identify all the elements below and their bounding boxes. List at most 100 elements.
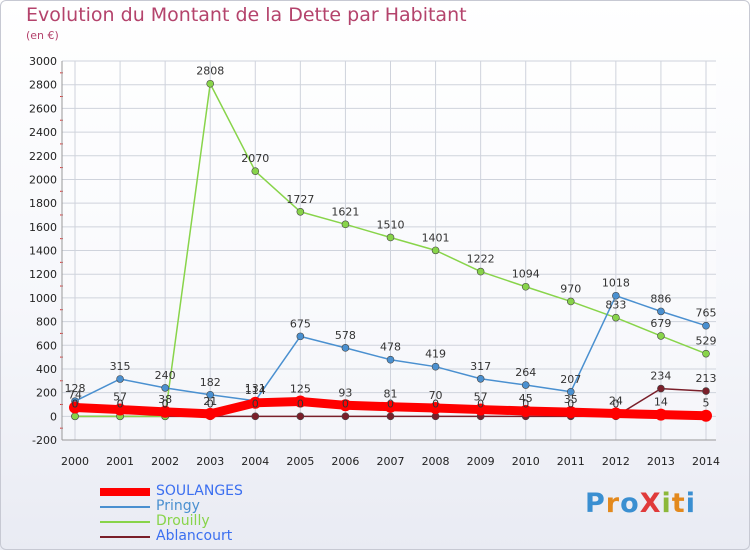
data-point [251, 412, 260, 421]
data-label: 24 [609, 394, 623, 407]
data-label: 970 [560, 282, 581, 295]
data-point [341, 220, 350, 229]
data-label: 21 [203, 395, 217, 408]
data-point [386, 233, 395, 242]
data-point [519, 404, 532, 417]
data-label: 0 [72, 397, 79, 410]
x-tick-label: 2002 [151, 455, 179, 468]
y-tick-label: 2000 [29, 173, 57, 186]
data-label: 886 [650, 292, 671, 305]
data-point [384, 400, 397, 413]
data-point [566, 297, 575, 306]
data-label: 0 [567, 397, 574, 410]
data-label: 0 [297, 397, 304, 410]
data-label: 2808 [196, 65, 224, 78]
data-label: 0 [162, 397, 169, 410]
data-label: 114 [245, 384, 266, 397]
data-point [159, 405, 172, 418]
data-point [476, 374, 485, 383]
data-point [702, 387, 710, 395]
chart-legend: SOULANGES Pringy Drouilly Ablancourt [100, 484, 243, 544]
data-label: 0 [522, 397, 529, 410]
data-point [251, 167, 260, 175]
data-point [431, 362, 440, 371]
x-tick-label: 2007 [377, 455, 405, 468]
data-point [431, 246, 440, 255]
y-tick-label: 2600 [29, 102, 57, 115]
data-label: 765 [696, 307, 717, 320]
data-label: 1621 [331, 205, 359, 218]
data-point [161, 384, 169, 392]
data-label: 0 [162, 397, 169, 410]
data-label: 125 [290, 383, 311, 396]
data-label: 679 [650, 317, 671, 330]
y-tick-label: 2200 [29, 150, 57, 163]
data-label: 240 [155, 369, 176, 382]
data-point [564, 406, 577, 419]
legend-swatch [100, 535, 150, 538]
data-label: 45 [519, 392, 533, 405]
data-label: 1401 [422, 231, 450, 244]
data-label: 1094 [512, 268, 540, 281]
data-label: 264 [515, 366, 536, 379]
data-label: 1018 [602, 277, 630, 290]
legend-label: SOULANGES [156, 483, 243, 499]
data-point [71, 412, 79, 421]
data-label: 213 [696, 372, 717, 385]
data-label: 128 [65, 382, 86, 395]
data-point [386, 412, 395, 421]
data-point [296, 332, 305, 341]
data-label: 182 [200, 376, 221, 389]
data-label: 1510 [377, 218, 405, 231]
data-label: 833 [605, 299, 626, 312]
x-tick-label: 2008 [422, 455, 450, 468]
data-point [521, 282, 530, 291]
x-tick-label: 2011 [557, 455, 585, 468]
data-point [476, 267, 485, 276]
data-label: 0 [72, 397, 79, 410]
data-point [474, 403, 487, 416]
legend-entry-drouilly: Drouilly [100, 514, 243, 529]
legend-label: Ablancourt [156, 528, 233, 544]
data-label: 74 [68, 389, 82, 402]
data-label: 578 [335, 329, 356, 342]
y-tick-label: 2400 [29, 126, 57, 139]
data-label: 93 [338, 386, 352, 399]
data-point [386, 355, 395, 364]
data-point [341, 344, 350, 352]
data-point [294, 395, 307, 408]
data-label: 0 [612, 397, 619, 410]
legend-label: Drouilly [156, 513, 210, 529]
x-tick-label: 2009 [467, 455, 495, 468]
data-label: 131 [245, 382, 266, 395]
data-label: 0 [252, 397, 259, 410]
data-point [296, 412, 305, 421]
proxiti-logo: ProXiti [585, 488, 696, 519]
data-point [702, 349, 710, 358]
legend-swatch [100, 505, 150, 508]
data-label: 0 [342, 397, 349, 410]
y-tick-label: 400 [36, 363, 57, 376]
data-point [206, 390, 215, 399]
data-label: 317 [470, 360, 491, 373]
data-point [657, 307, 665, 316]
x-tick-label: 2000 [61, 455, 89, 468]
data-label: 478 [380, 341, 401, 354]
legend-entry-ablancourt: Ablancourt [100, 529, 243, 544]
data-label: 315 [110, 360, 131, 373]
data-label: 57 [113, 391, 127, 404]
legend-label: Pringy [156, 498, 200, 514]
legend-entry-pringy: Pringy [100, 499, 243, 514]
data-point [657, 384, 665, 393]
x-tick-label: 2012 [602, 455, 630, 468]
data-point [341, 412, 350, 421]
data-label: 57 [474, 391, 488, 404]
data-label: 5 [703, 397, 710, 410]
data-label: 419 [425, 348, 446, 361]
data-point [654, 408, 667, 421]
data-point [249, 396, 262, 409]
x-tick-label: 2014 [692, 455, 720, 468]
y-tick-label: 200 [36, 387, 57, 400]
legend-swatch [100, 487, 150, 496]
